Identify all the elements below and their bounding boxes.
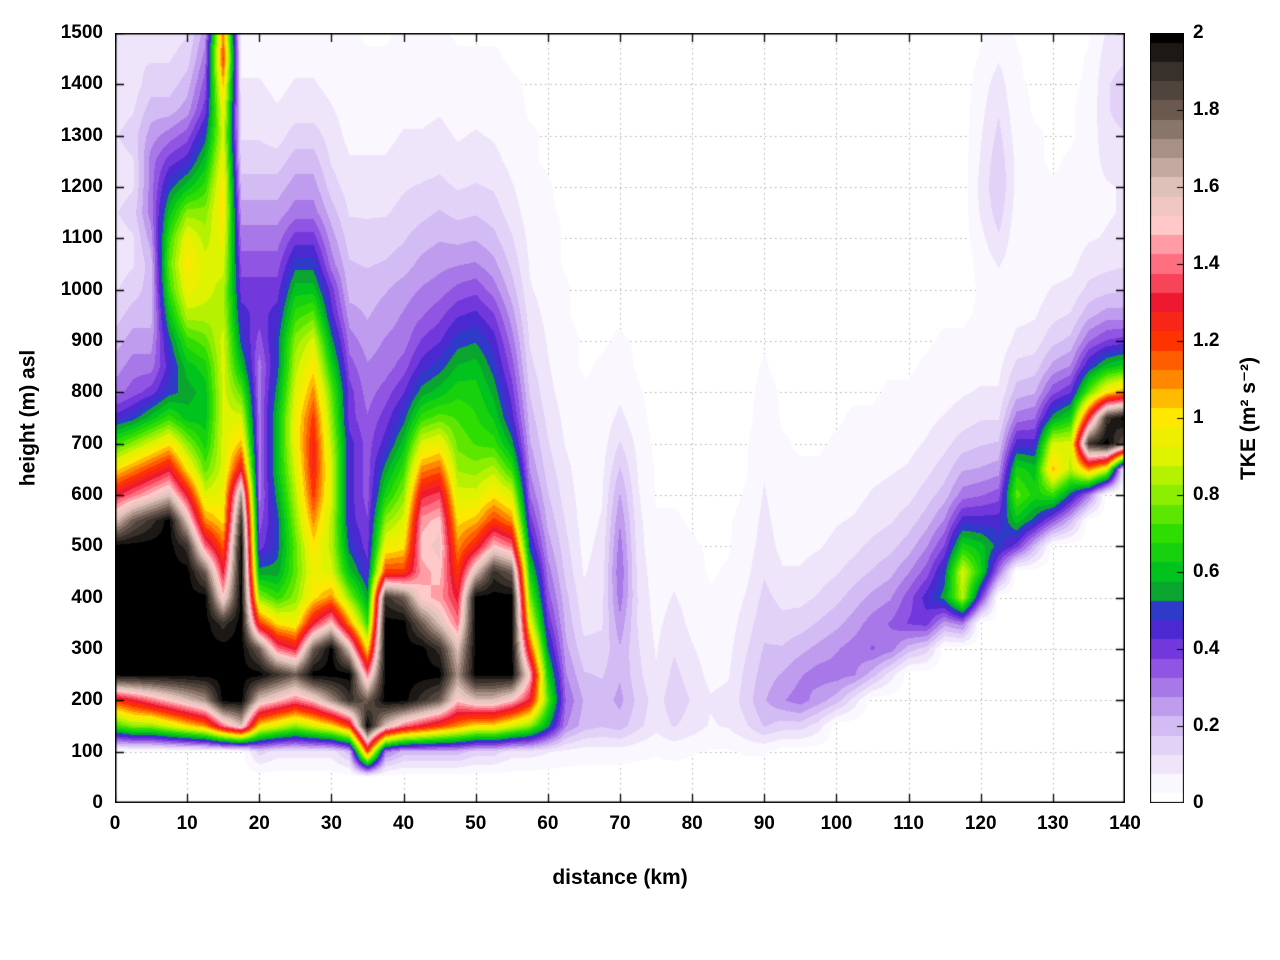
x-axis-tick-label: 20: [248, 813, 270, 834]
y-axis-tick-label: 1200: [60, 176, 103, 197]
x-axis-tick-label: 60: [537, 813, 559, 834]
colorbar-tick-label: 0.8: [1193, 484, 1220, 505]
x-axis-tick-label: 0: [109, 813, 121, 834]
y-axis-tick-label: 1500: [60, 22, 103, 43]
y-axis-tick-label: 1100: [61, 227, 103, 249]
x-axis-tick-label: 110: [893, 813, 924, 834]
y-axis-tick-label: 600: [71, 484, 103, 505]
colorbar-tick-label: 1: [1193, 407, 1204, 428]
colorbar-title: TKE (m² s⁻²): [1237, 356, 1261, 480]
y-axis-tick-label: 300: [71, 638, 103, 659]
colorbar-tick-label: 0.4: [1193, 638, 1220, 659]
x-axis-tick-label: 100: [820, 813, 853, 834]
x-axis-tick-label: 30: [320, 813, 342, 834]
colorbar-tick-label: 1.2: [1193, 330, 1220, 351]
colorbar-tick-label: 1.4: [1193, 253, 1220, 274]
y-axis-tick-label: 0: [92, 792, 103, 813]
colorbar-tick-label: 0.6: [1193, 561, 1220, 582]
x-axis-tick-label: 140: [1109, 813, 1141, 834]
colorbar-tick-label: 2: [1193, 22, 1204, 43]
x-axis-tick-label: 80: [681, 813, 703, 834]
y-axis-title: height (m) asl: [16, 349, 40, 487]
colorbar-gradient: [1150, 33, 1184, 803]
colorbar-tick-label: 1.6: [1193, 176, 1220, 197]
x-axis-tick-label: 40: [392, 813, 415, 834]
y-axis-tick-label: 500: [71, 535, 103, 557]
y-axis-tick-label: 700: [71, 432, 103, 454]
y-axis-tick-label: 800: [71, 381, 103, 403]
colorbar-title-box: TKE (m² s⁻²): [1221, 33, 1277, 803]
y-axis-tick-label: 400: [71, 586, 103, 608]
y-axis-tick-label: 200: [71, 689, 103, 711]
x-axis-tick-label: 130: [1036, 813, 1069, 834]
x-axis-tick-label: 10: [176, 813, 198, 834]
colorbar-tick-label: 0: [1193, 792, 1204, 813]
heatmap-plot: [115, 33, 1125, 803]
x-axis-tick-label: 90: [753, 813, 775, 834]
x-axis-title: distance (km): [552, 866, 688, 889]
colorbar-tick-label: 0.2: [1193, 715, 1220, 736]
y-axis-tick-label: 1400: [60, 73, 103, 95]
y-axis-title-box: height (m) asl: [2, 33, 54, 803]
y-axis-tick-label: 900: [71, 330, 103, 351]
y-axis-tick-label: 1000: [60, 278, 103, 300]
x-axis-tick-label: 120: [964, 813, 997, 834]
colorbar-tick-label: 1.8: [1193, 99, 1220, 120]
y-axis-tick-label: 1300: [60, 124, 103, 146]
y-axis-tick-label: 100: [71, 740, 103, 762]
x-axis-tick-label: 70: [609, 813, 631, 834]
x-axis-tick-label: 50: [465, 813, 487, 834]
